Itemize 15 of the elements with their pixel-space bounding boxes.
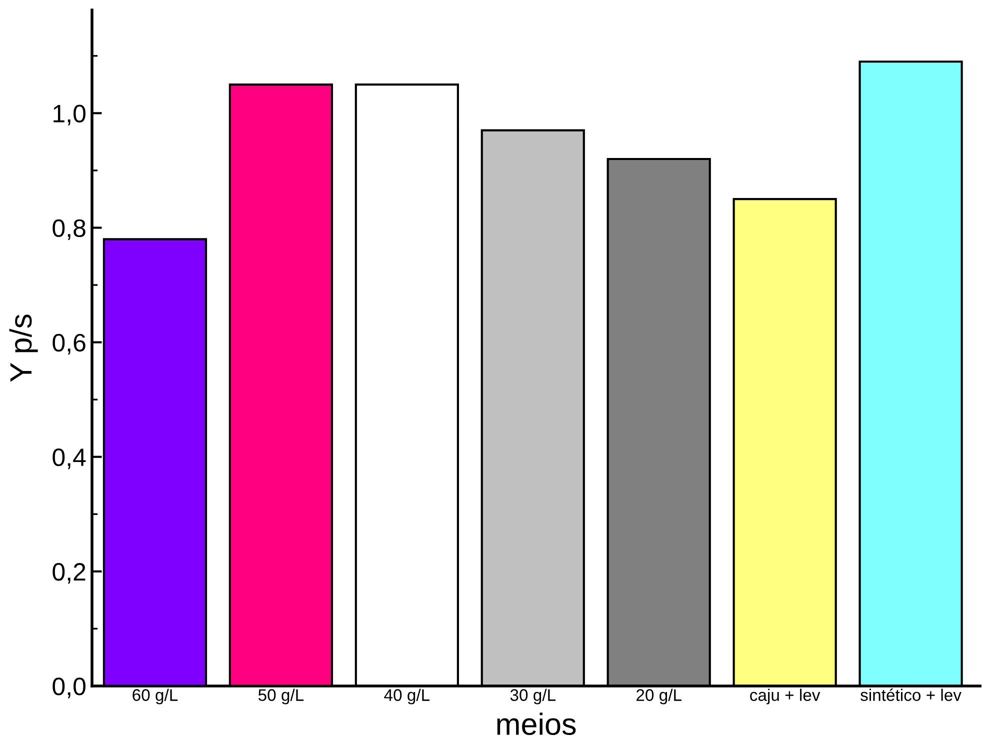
y-tick-label: 0,2: [52, 563, 86, 584]
x-tick-label: 60 g/L: [132, 688, 178, 704]
y-tick-label: 0,0: [52, 678, 86, 698]
x-axis-title: meios: [497, 712, 576, 736]
y-tick-label: 0,6: [52, 334, 86, 355]
y-tick-label: 0,8: [52, 219, 86, 240]
x-tick-label: 40 g/L: [384, 688, 430, 704]
x-tick-label: 30 g/L: [510, 688, 556, 704]
x-tick-label: 20 g/L: [636, 688, 682, 704]
y-axis-title: Y p/s: [9, 314, 38, 382]
x-tick-label: 50 g/L: [258, 688, 304, 704]
x-tick-label: sintético + lev: [860, 688, 962, 701]
x-tick-label: caju + lev: [750, 688, 820, 704]
y-tick-label: 1,0: [54, 104, 86, 126]
y-tick-label: 0,4: [52, 448, 86, 470]
